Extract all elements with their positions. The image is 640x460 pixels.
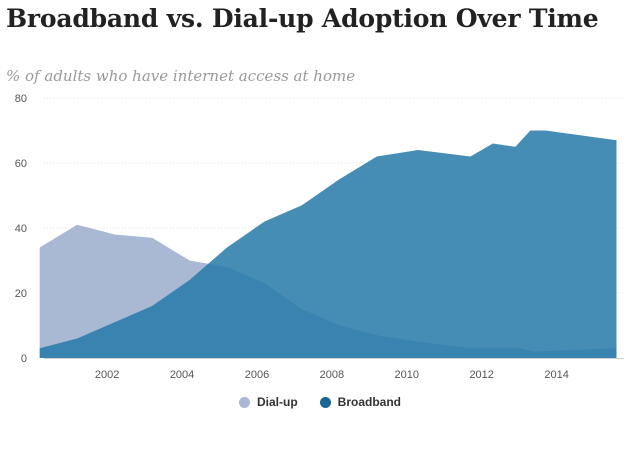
chart-subtitle: % of adults who have internet access at … [6,67,356,85]
x-tick-label: 2010 [395,369,419,381]
y-tick-label: 20 [15,288,27,300]
y-tick-label: 80 [15,93,27,105]
chart-title: Broadband vs. Dial-up Adoption Over Time [6,4,599,33]
legend-label-dialup: Dial-up [256,395,298,409]
y-tick-label: 0 [21,353,27,365]
legend-item-dialup[interactable]: Dial-up [238,395,298,409]
area-series-broadband[interactable] [39,130,617,359]
y-tick-label: 40 [15,223,27,235]
x-tick-label: 2004 [170,369,194,381]
x-tick-label: 2012 [469,369,493,381]
x-tick-label: 2008 [320,369,344,381]
x-tick-label: 2002 [95,369,119,381]
x-tick-label: 2006 [245,369,269,381]
y-tick-label: 60 [15,158,27,170]
legend-swatch-broadband [319,396,331,408]
chart-legend: Dial-up Broadband [0,395,640,409]
x-tick-label: 2014 [544,369,568,381]
legend-swatch-dialup [238,396,250,408]
legend-item-broadband[interactable]: Broadband [319,395,401,409]
legend-label-broadband: Broadband [337,395,401,409]
